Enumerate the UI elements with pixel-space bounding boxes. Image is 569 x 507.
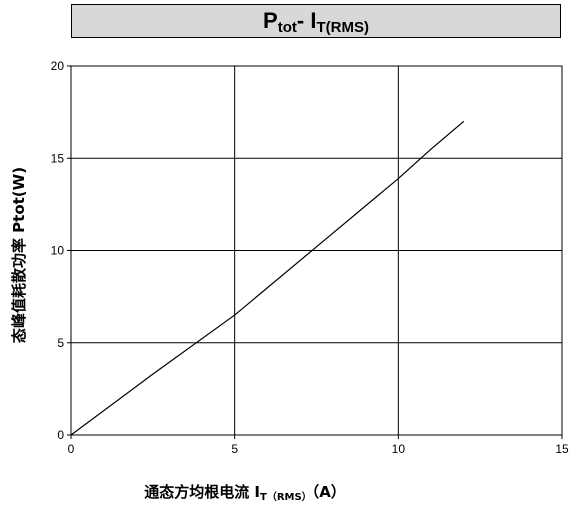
title-sub-tot: tot: [277, 18, 297, 36]
title-main: P: [263, 8, 278, 33]
y-ticks: 0 5 10 15 20: [51, 59, 71, 442]
x-axis-label-sub: T（RMS）: [260, 490, 312, 503]
y-tick-label: 15: [51, 151, 65, 165]
y-tick-label: 0: [57, 428, 64, 442]
x-tick-label: 5: [231, 442, 238, 456]
y-tick-label: 10: [51, 244, 65, 258]
y-axis-label: 态峰值耗散功率 Ptot(W): [10, 167, 28, 343]
y-tick-label: 20: [51, 59, 65, 73]
x-tick-label: 0: [68, 442, 75, 456]
x-tick-label: 15: [555, 442, 569, 456]
x-axis-label-main: 通态方均根电流 I: [144, 483, 260, 501]
x-axis-label-tail: （A）: [312, 483, 346, 501]
title-sub-trms: T(RMS): [316, 18, 369, 36]
x-ticks: 0 5 10 15: [68, 435, 569, 456]
series: [70, 120, 465, 436]
x-axis-label: 通态方均根电流 IT（RMS）（A）: [144, 483, 346, 503]
title-mid: - I: [296, 8, 317, 33]
x-tick-label: 10: [392, 442, 406, 456]
y-tick-label: 5: [57, 336, 64, 350]
series-line: [70, 120, 465, 436]
